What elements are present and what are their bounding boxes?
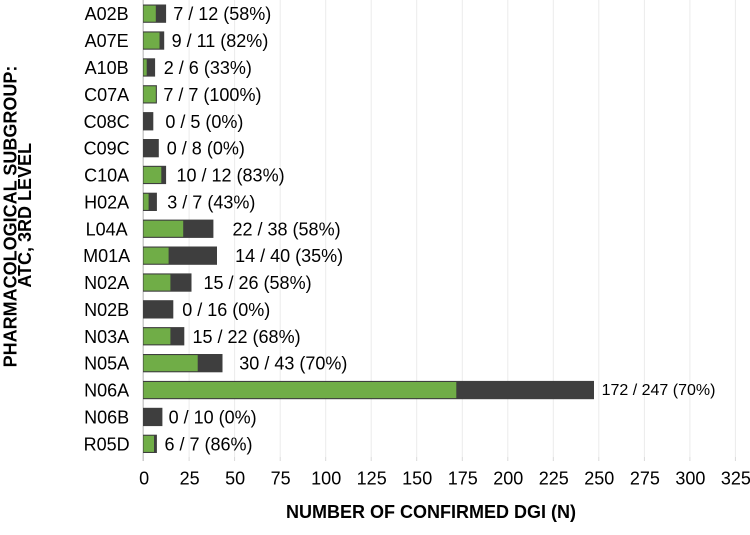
svg-text:200: 200 — [493, 469, 523, 489]
svg-text:0 / 8 (0%): 0 / 8 (0%) — [167, 139, 245, 159]
svg-text:15 / 26 (58%): 15 / 26 (58%) — [204, 273, 312, 293]
svg-text:7 / 12 (58%): 7 / 12 (58%) — [173, 4, 271, 24]
svg-text:R05D: R05D — [84, 434, 130, 454]
svg-text:L04A: L04A — [86, 219, 128, 239]
svg-text:25: 25 — [180, 469, 200, 489]
svg-text:300: 300 — [675, 469, 705, 489]
svg-text:PHARMACOLOGICAL SUBGROUP:: PHARMACOLOGICAL SUBGROUP: — [1, 66, 21, 368]
svg-text:30 / 43 (70%): 30 / 43 (70%) — [239, 354, 347, 374]
svg-text:A07E: A07E — [85, 31, 129, 51]
svg-text:7 / 7 (100%): 7 / 7 (100%) — [163, 85, 261, 105]
svg-text:22 / 38 (58%): 22 / 38 (58%) — [233, 219, 341, 239]
svg-text:125: 125 — [357, 469, 387, 489]
svg-text:M01A: M01A — [83, 246, 130, 266]
svg-text:N06A: N06A — [84, 381, 129, 401]
svg-text:C10A: C10A — [84, 166, 129, 186]
svg-text:172 / 247 (70%): 172 / 247 (70%) — [602, 382, 716, 399]
svg-text:0 / 5 (0%): 0 / 5 (0%) — [165, 112, 243, 132]
svg-text:325: 325 — [721, 469, 750, 489]
svg-text:NUMBER OF CONFIRMED DGI (N): NUMBER OF CONFIRMED DGI (N) — [286, 502, 576, 522]
svg-text:225: 225 — [539, 469, 569, 489]
svg-text:75: 75 — [271, 469, 291, 489]
svg-text:ATC, 3RD LEVEL: ATC, 3RD LEVEL — [15, 143, 35, 288]
svg-text:50: 50 — [225, 469, 245, 489]
svg-text:C07A: C07A — [84, 85, 129, 105]
svg-text:100: 100 — [311, 469, 341, 489]
svg-text:N03A: N03A — [84, 327, 129, 347]
svg-text:9 / 11 (82%): 9 / 11 (82%) — [172, 31, 269, 51]
svg-text:250: 250 — [584, 469, 614, 489]
svg-text:A10B: A10B — [85, 58, 129, 78]
svg-text:C09C: C09C — [84, 139, 130, 159]
svg-text:0: 0 — [139, 469, 149, 489]
svg-text:175: 175 — [448, 469, 478, 489]
svg-text:H02A: H02A — [84, 192, 129, 212]
svg-text:A02B: A02B — [85, 4, 129, 24]
svg-text:N05A: N05A — [84, 354, 129, 374]
svg-text:14 / 40 (35%): 14 / 40 (35%) — [235, 246, 343, 266]
svg-text:6 / 7 (86%): 6 / 7 (86%) — [165, 434, 253, 454]
svg-text:15 / 22 (68%): 15 / 22 (68%) — [193, 327, 301, 347]
svg-text:N02B: N02B — [84, 300, 129, 320]
svg-text:N06B: N06B — [84, 408, 129, 428]
svg-text:C08C: C08C — [84, 112, 130, 132]
svg-text:0 / 10 (0%): 0 / 10 (0%) — [169, 408, 257, 428]
svg-text:3 / 7 (43%): 3 / 7 (43%) — [167, 192, 255, 212]
svg-text:150: 150 — [402, 469, 432, 489]
svg-text:N02A: N02A — [84, 273, 129, 293]
svg-text:2 / 6 (33%): 2 / 6 (33%) — [164, 58, 252, 78]
svg-text:10 / 12 (83%): 10 / 12 (83%) — [177, 166, 285, 186]
svg-text:275: 275 — [630, 469, 660, 489]
svg-text:0 / 16 (0%): 0 / 16 (0%) — [182, 300, 270, 320]
